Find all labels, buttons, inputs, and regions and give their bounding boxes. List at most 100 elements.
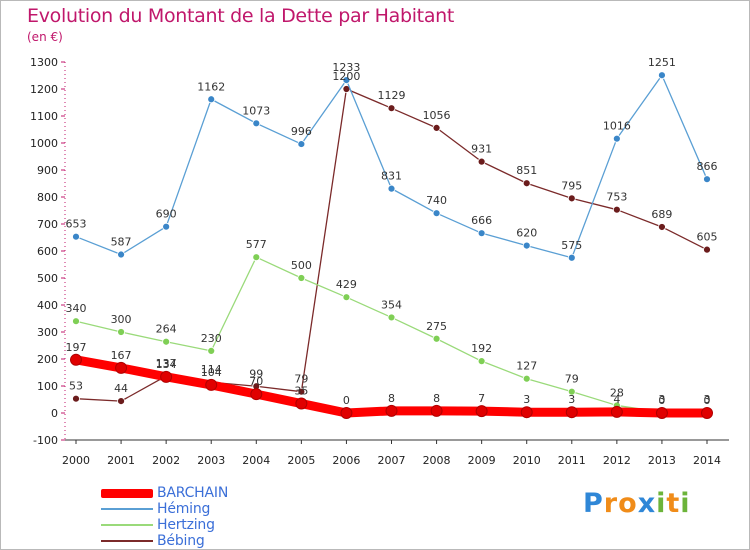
y-tick-label: -100 [33, 434, 58, 447]
logo-letter: P [583, 488, 604, 519]
point-hertzing-2002 [162, 337, 171, 346]
y-tick-label: 1000 [30, 137, 58, 150]
axes: -100010020030040050060070080090010001100… [30, 56, 729, 467]
series-line-bebing [75, 88, 708, 402]
data-label-hertzing-2006: 429 [336, 278, 357, 291]
data-label-hertzing-2001: 300 [111, 313, 132, 326]
point-hertzing-2004 [252, 253, 261, 262]
x-tick-label: 2010 [513, 454, 541, 467]
point-barchain-2011 [565, 406, 578, 419]
data-label-heming-2000: 653 [66, 218, 87, 231]
point-heming-2006 [342, 76, 351, 84]
legend-swatch-barchain [101, 489, 153, 498]
point-barchain-2003 [205, 378, 218, 391]
data-label-heming-2011: 575 [561, 239, 582, 252]
point-bebing-2001 [117, 397, 125, 406]
data-label-heming-2004: 1073 [242, 104, 270, 117]
point-bebing-2005 [297, 387, 306, 396]
point-barchain-2000 [70, 353, 82, 366]
x-tick-label: 2000 [62, 454, 90, 467]
data-label-bebing-2005: 79 [294, 373, 308, 386]
data-label-bebing-2002: 137 [156, 357, 177, 370]
data-label-barchain-2011: 3 [568, 393, 575, 406]
data-label-hertzing-2010: 127 [516, 360, 537, 373]
point-hertzing-2005 [297, 274, 306, 282]
logo-letter: r [603, 488, 619, 519]
point-hertzing-2008 [432, 334, 441, 343]
x-tick-label: 2005 [287, 454, 315, 467]
y-tick-label: 1300 [30, 56, 58, 69]
chart-subtitle: (en €) [27, 30, 63, 44]
y-tick-label: 400 [37, 299, 58, 312]
data-label-hertzing-2009: 192 [471, 342, 492, 355]
logo-letter: i [656, 488, 667, 519]
data-label-barchain-2003: 104 [201, 366, 222, 379]
point-barchain-2009 [475, 405, 488, 418]
series-layer [70, 71, 713, 419]
data-label-hertzing-2007: 354 [381, 298, 402, 311]
point-barchain-2004 [250, 388, 263, 401]
series-line-heming [75, 74, 708, 259]
point-bebing-2014 [703, 245, 711, 254]
point-barchain-2006 [340, 407, 353, 419]
data-label-hertzing-2000: 340 [66, 302, 87, 315]
logo-letter: x [637, 488, 657, 519]
data-label-barchain-2006: 0 [343, 394, 350, 407]
x-tick-label: 2007 [378, 454, 406, 467]
data-label-hertzing-2013: 3 [658, 393, 665, 406]
data-label-barchain-2000: 197 [66, 341, 87, 354]
data-label-bebing-2010: 851 [516, 164, 537, 177]
point-barchain-2014 [701, 407, 713, 419]
point-bebing-2010 [522, 179, 531, 188]
point-hertzing-2010 [522, 374, 531, 383]
legend-label-bebing: Bébing [157, 533, 205, 549]
data-label-barchain-2010: 3 [523, 393, 530, 406]
logo-letter: i [680, 488, 691, 519]
point-barchain-2005 [295, 397, 308, 410]
data-label-hertzing-2005: 500 [291, 259, 312, 272]
point-heming-2002 [162, 222, 171, 231]
y-tick-label: 900 [37, 164, 58, 177]
data-label-heming-2007: 831 [381, 170, 402, 183]
point-bebing-2012 [612, 205, 621, 214]
data-label-heming-2001: 587 [111, 236, 132, 249]
point-bebing-2009 [477, 157, 486, 166]
data-label-heming-2003: 1162 [197, 80, 225, 93]
data-label-heming-2009: 666 [471, 214, 492, 227]
data-label-barchain-2007: 8 [388, 392, 395, 405]
data-label-bebing-2009: 931 [471, 143, 492, 156]
data-label-heming-2002: 690 [156, 208, 177, 221]
data-label-barchain-2008: 8 [433, 392, 440, 405]
x-tick-label: 2011 [558, 454, 586, 467]
data-label-heming-2006: 1233 [332, 61, 360, 74]
x-tick-label: 2003 [197, 454, 225, 467]
data-label-bebing-2008: 1056 [423, 109, 451, 122]
point-hertzing-2007 [387, 313, 396, 322]
data-label-heming-2010: 620 [516, 227, 537, 240]
data-label-bebing-2013: 689 [651, 208, 672, 221]
point-hertzing-2006 [342, 293, 351, 302]
y-tick-label: 200 [37, 353, 58, 366]
point-heming-2003 [207, 95, 216, 104]
point-barchain-2002 [160, 370, 173, 383]
legend-swatch-heming [101, 508, 153, 510]
x-tick-label: 2009 [468, 454, 496, 467]
x-tick-label: 2001 [107, 454, 135, 467]
y-tick-label: 1100 [30, 110, 58, 123]
point-bebing-2007 [387, 104, 396, 113]
point-barchain-2013 [655, 407, 668, 419]
point-heming-2013 [658, 71, 666, 80]
legend-label-heming: Héming [157, 501, 211, 517]
y-tick-label: 700 [37, 218, 58, 231]
data-label-bebing-2001: 44 [114, 382, 128, 395]
data-label-bebing-2004: 99 [249, 367, 263, 380]
data-label-hertzing-2011: 79 [565, 373, 579, 386]
legend-swatch-hertzing [101, 524, 153, 526]
point-bebing-2013 [658, 223, 666, 231]
point-heming-2010 [522, 241, 531, 250]
data-label-hertzing-2002: 264 [156, 323, 177, 336]
point-heming-2001 [117, 250, 125, 259]
